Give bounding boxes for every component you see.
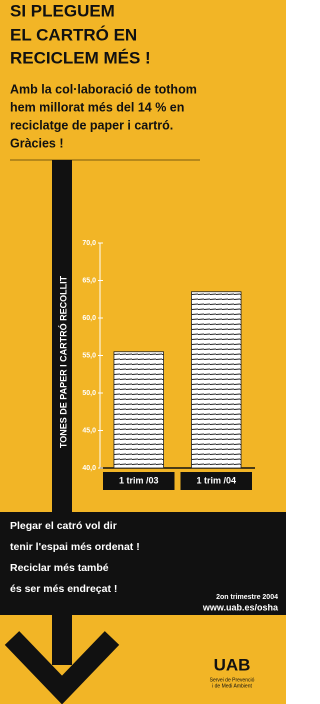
band-text: és ser més endreçat ! [10, 583, 117, 595]
heading: RECICLEM MÉS ! [10, 48, 151, 67]
logo: UAB [214, 655, 251, 674]
service: i de Medi Ambient [212, 683, 252, 689]
band-text: Reciclar més també [10, 562, 109, 574]
y-tick-label: 40,0 [82, 465, 96, 472]
y-tick-label: 55,0 [82, 352, 96, 359]
date: 2on trimestre 2004 [216, 594, 278, 601]
y-tick-label: 50,0 [82, 390, 96, 397]
band-text: tenir l'espai més ordenat ! [10, 541, 140, 553]
bar [114, 352, 164, 468]
y-axis-label: TONES DE PAPER I CARTRÓ RECOLLIT [57, 275, 68, 448]
bar [191, 292, 241, 468]
x-tick-label: 1 trim /03 [119, 475, 159, 485]
y-tick-label: 70,0 [82, 240, 96, 247]
poster: SI PLEGUEM EL CARTRÓ EN RECICLEM MÉS ! A… [0, 0, 286, 704]
heading: EL CARTRÓ EN [10, 25, 137, 44]
y-tick-label: 60,0 [82, 315, 96, 322]
message: Amb la col·laboració de tothom [10, 82, 197, 96]
heading: SI PLEGUEM [10, 1, 115, 20]
message: reciclatge de paper i cartró. [10, 118, 173, 132]
message: hem millorat més del 14 % en [10, 100, 184, 114]
y-tick-label: 65,0 [82, 277, 96, 284]
x-tick-label: 1 trim /04 [196, 475, 236, 485]
message: Gràcies ! [10, 136, 64, 150]
y-tick-label: 45,0 [82, 427, 96, 434]
band-text: Plegar el catró vol dir [10, 520, 117, 532]
url: www.uab.es/osha [202, 602, 279, 612]
